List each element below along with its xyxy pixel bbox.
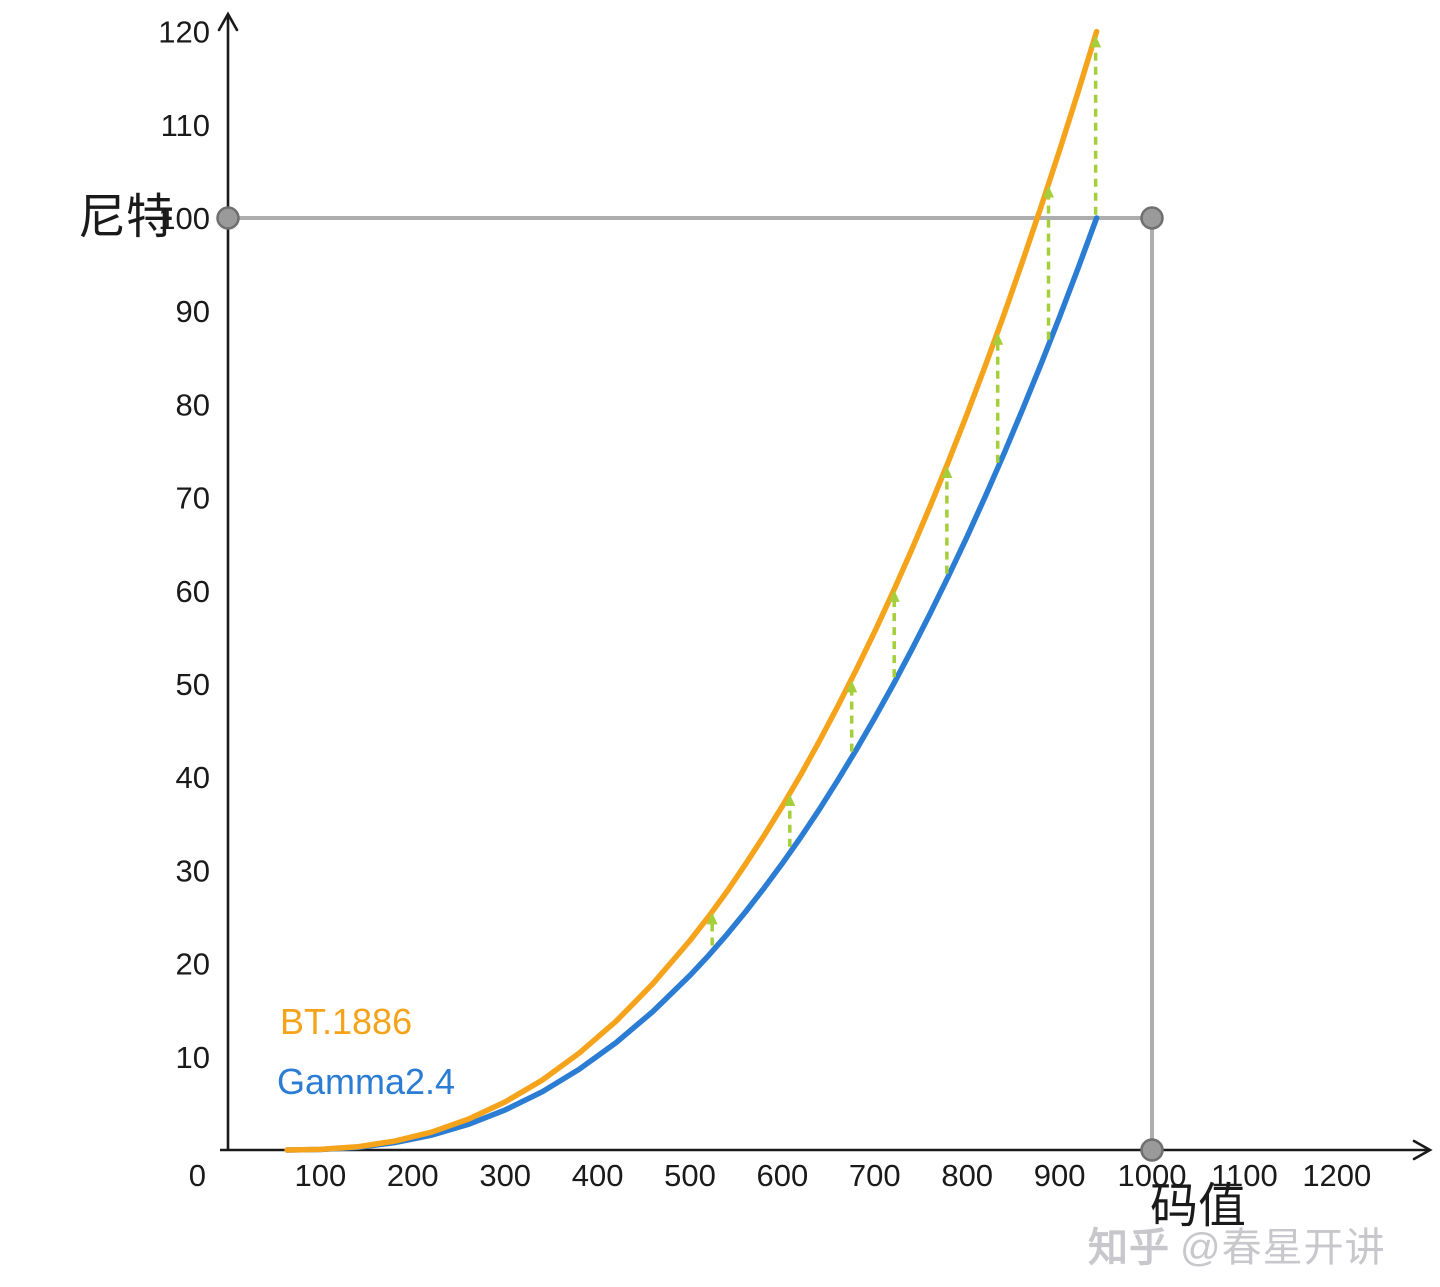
- difference-arrow-head-icon: [1043, 185, 1055, 198]
- x-tick-label: 1200: [1302, 1158, 1371, 1193]
- y-tick-label: 120: [158, 15, 210, 50]
- y-axis-arrow-icon: [217, 11, 239, 32]
- watermark-brand: 知乎: [1088, 1226, 1170, 1270]
- x-tick-label: 1000: [1118, 1158, 1187, 1193]
- origin-tick-label: 0: [189, 1158, 206, 1193]
- watermark-handle: @春星开讲: [1180, 1226, 1386, 1270]
- y-tick-label: 40: [176, 760, 210, 795]
- x-tick-label: 400: [572, 1158, 624, 1193]
- difference-arrow-head-icon: [941, 465, 953, 478]
- difference-arrow-head-icon: [992, 332, 1004, 345]
- gamma24-curve: [284, 215, 1100, 1153]
- watermark: 知乎 @春星开讲: [1088, 1228, 1386, 1268]
- y-tick-label: 60: [176, 574, 210, 609]
- x-tick-label: 700: [849, 1158, 901, 1193]
- reference-marker: [1140, 206, 1164, 230]
- x-axis-title: 码值: [1150, 1180, 1247, 1233]
- reference-marker: [1140, 1138, 1164, 1162]
- y-tick-label: 10: [176, 1040, 210, 1075]
- difference-arrow-head-icon: [1090, 35, 1102, 48]
- x-tick-label: 600: [757, 1158, 809, 1193]
- x-tick-label: 900: [1034, 1158, 1086, 1193]
- y-tick-label: 80: [176, 387, 210, 422]
- difference-arrow-head-icon: [706, 912, 718, 925]
- difference-arrow-head-icon: [888, 589, 900, 602]
- y-tick-label: 50: [176, 667, 210, 702]
- difference-arrow-head-icon: [846, 680, 858, 693]
- difference-arrow-head-icon: [784, 794, 796, 807]
- x-axis-arrow-icon: [1412, 1139, 1433, 1161]
- y-tick-label: 20: [176, 947, 210, 982]
- x-tick-label: 100: [295, 1158, 347, 1193]
- y-tick-label: 90: [176, 294, 210, 329]
- bt1886-curve: [284, 28, 1100, 1153]
- x-tick-label: 1100: [1211, 1158, 1278, 1193]
- y-tick-label: 70: [176, 481, 210, 516]
- legend-gamma24: Gamma2.4: [277, 1061, 456, 1102]
- y-tick-label: 30: [176, 853, 210, 888]
- reference-marker: [216, 206, 240, 230]
- y-tick-label: 100: [158, 201, 210, 236]
- x-tick-label: 500: [664, 1158, 716, 1193]
- y-axis-title: 尼特: [78, 191, 175, 244]
- y-tick-label: 110: [161, 108, 210, 143]
- legend-bt1886: BT.1886: [280, 1001, 413, 1042]
- x-tick-label: 200: [387, 1158, 439, 1193]
- x-tick-label: 300: [479, 1158, 531, 1193]
- x-tick-label: 800: [941, 1158, 993, 1193]
